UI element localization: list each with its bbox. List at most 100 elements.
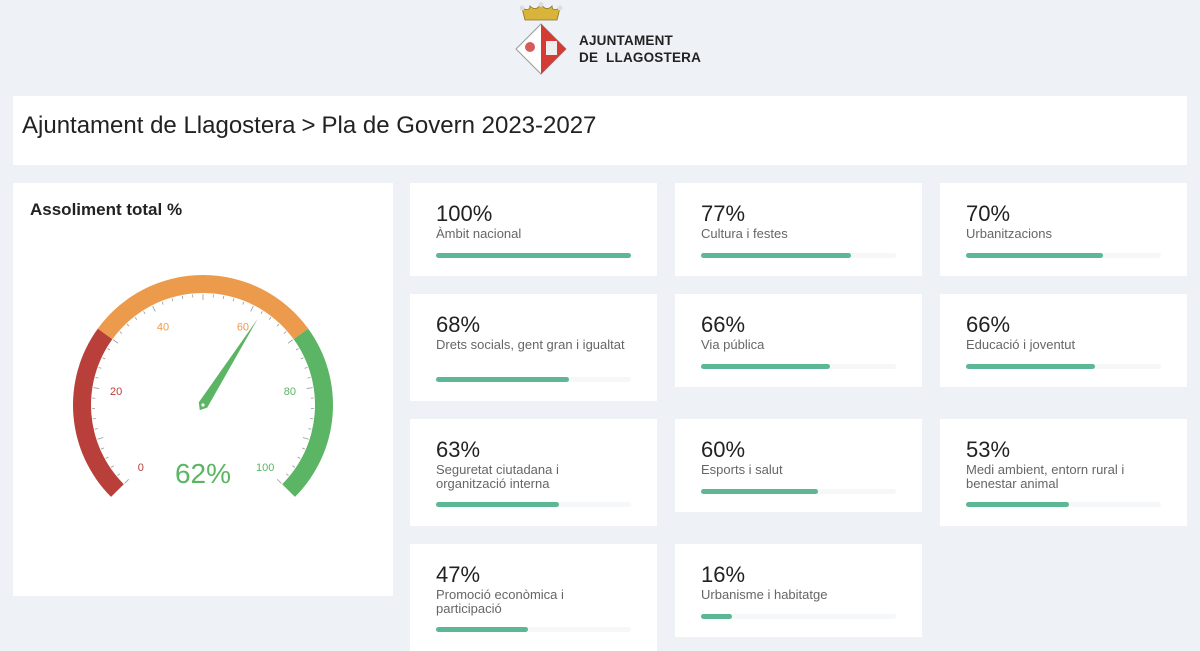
gauge-band (97, 275, 309, 340)
category-percentage: 70% (966, 201, 1011, 226)
gauge-tick-label: 20 (110, 386, 122, 398)
gauge-tick (143, 311, 146, 315)
category-percentage: 66% (701, 312, 746, 337)
gauge-tick (102, 357, 106, 360)
category-label: Urbanisme i habitatge (701, 587, 828, 602)
category-label: Seguretat ciutadana i organització inter… (436, 462, 559, 491)
gauge-tick (307, 377, 311, 379)
progress-track (966, 502, 1161, 507)
achievement-gauge: 0 20 40 60 80 100 62% (72, 275, 333, 497)
category-percentage: 53% (966, 437, 1011, 462)
progress-fill (436, 502, 559, 507)
gauge-tick (107, 348, 111, 351)
progress-track (436, 627, 631, 632)
gauge-tick (302, 437, 309, 440)
gauge-tick (297, 456, 301, 459)
progress-track (966, 253, 1161, 258)
gauge-tick (124, 478, 130, 484)
category-card[interactable]: 77% Cultura i festes (675, 183, 922, 276)
breadcrumb-separator-icon: > (301, 112, 316, 139)
category-label: Medi ambient, entorn rural i benestar an… (966, 462, 1125, 491)
category-label: Via pública (701, 337, 765, 352)
category-label: Urbanitzacions (966, 226, 1052, 241)
gauge-tick (134, 317, 138, 320)
gauge-tick (110, 465, 114, 468)
gauge-tick-label: 100 (256, 462, 274, 474)
category-label: Drets socials, gent gran i igualtat (436, 337, 625, 352)
gauge-tick (105, 456, 109, 459)
gauge-tick-label: 60 (237, 322, 249, 334)
progress-track (701, 364, 896, 369)
gauge-tick (117, 473, 121, 477)
category-card[interactable]: 66% Educació i joventut (940, 294, 1187, 387)
breadcrumb-root[interactable]: Ajuntament de Llagostera (22, 112, 296, 139)
page-header: Ajuntament de Llagostera > Pla de Govern 2… (13, 96, 1187, 165)
category-card[interactable]: 16% Urbanisme i habitatge (675, 544, 922, 637)
category-card[interactable]: 60% Esports i salut (675, 419, 922, 512)
logo-text: AJUNTAMENT DE LLAGOSTERA (579, 32, 701, 66)
progress-fill (701, 364, 830, 369)
progress-track (436, 253, 631, 258)
category-card[interactable]: 68% Drets socials, gent gran i igualtat (410, 294, 657, 401)
progress-fill (966, 364, 1095, 369)
coat-of-arms-icon (515, 2, 567, 75)
category-label: Cultura i festes (701, 226, 788, 241)
gauge-tick (295, 348, 299, 351)
gauge-tick (112, 339, 119, 344)
gauge-title: Assoliment total % (30, 200, 183, 219)
category-card[interactable]: 70% Urbanitzacions (940, 183, 1187, 276)
progress-track (966, 364, 1161, 369)
category-label: Àmbit nacional (436, 226, 522, 241)
gauge-tick (161, 301, 164, 305)
gauge-tick (285, 473, 289, 477)
category-card[interactable]: 53% Medi ambient, entorn rural i benestar… (940, 419, 1187, 526)
progress-track (701, 614, 896, 619)
total-achievement-card: Assoliment total % 0 20 40 60 80 100 62% (13, 183, 393, 596)
gauge-tick (181, 295, 184, 299)
progress-fill (436, 627, 528, 632)
gauge-value: 62% (175, 458, 231, 489)
category-label: Educació i joventut (966, 337, 1076, 352)
category-percentage: 60% (701, 437, 746, 462)
gauge-tick-label: 0 (138, 462, 144, 474)
gauge-tick-label: 40 (157, 322, 169, 334)
progress-track (701, 253, 896, 258)
gauge-tick (171, 298, 174, 302)
category-label: Promoció econòmica i participació (436, 587, 564, 616)
progress-fill (701, 489, 818, 494)
category-card[interactable]: 63% Seguretat ciutadana i organització in… (410, 419, 657, 526)
gauge-tick (287, 339, 294, 344)
category-percentage: 100% (436, 201, 493, 226)
gauge-tick (283, 331, 287, 334)
category-card[interactable]: 47% Promoció econòmica i participació (410, 544, 657, 651)
category-percentage: 77% (701, 201, 746, 226)
gauge-tick-label: 80 (284, 386, 296, 398)
gauge-tick (95, 377, 99, 379)
progress-fill (436, 377, 569, 382)
category-card[interactable]: 66% Via pública (675, 294, 922, 387)
gauge-tick (276, 478, 282, 484)
logo-line-2: DE LLAGOSTERA (579, 50, 702, 65)
gauge-tick (300, 357, 304, 360)
gauge-tick (268, 317, 272, 320)
progress-track (701, 489, 896, 494)
gauge-tick (304, 367, 308, 369)
gauge-tick (119, 331, 123, 334)
category-label: Esports i salut (701, 462, 783, 477)
category-percentage: 47% (436, 562, 481, 587)
municipality-logo[interactable]: AJUNTAMENT DE LLAGOSTERA (512, 2, 701, 78)
gauge-tick (308, 428, 312, 430)
gauge-tick (292, 465, 296, 468)
gauge-tick (152, 305, 156, 312)
gauge-needle (198, 318, 258, 411)
category-percentage: 66% (966, 312, 1011, 337)
breadcrumb: Ajuntament de Llagostera > Pla de Govern 2… (22, 112, 596, 140)
category-card[interactable]: 100% Àmbit nacional (410, 183, 657, 276)
gauge-tick (100, 447, 105, 450)
gauge-tick (260, 311, 263, 315)
progress-track (436, 377, 631, 382)
gauge-tick (306, 387, 313, 389)
gauge-band (72, 328, 124, 497)
gauge-tick (93, 387, 100, 389)
gauge-tick (301, 447, 306, 450)
